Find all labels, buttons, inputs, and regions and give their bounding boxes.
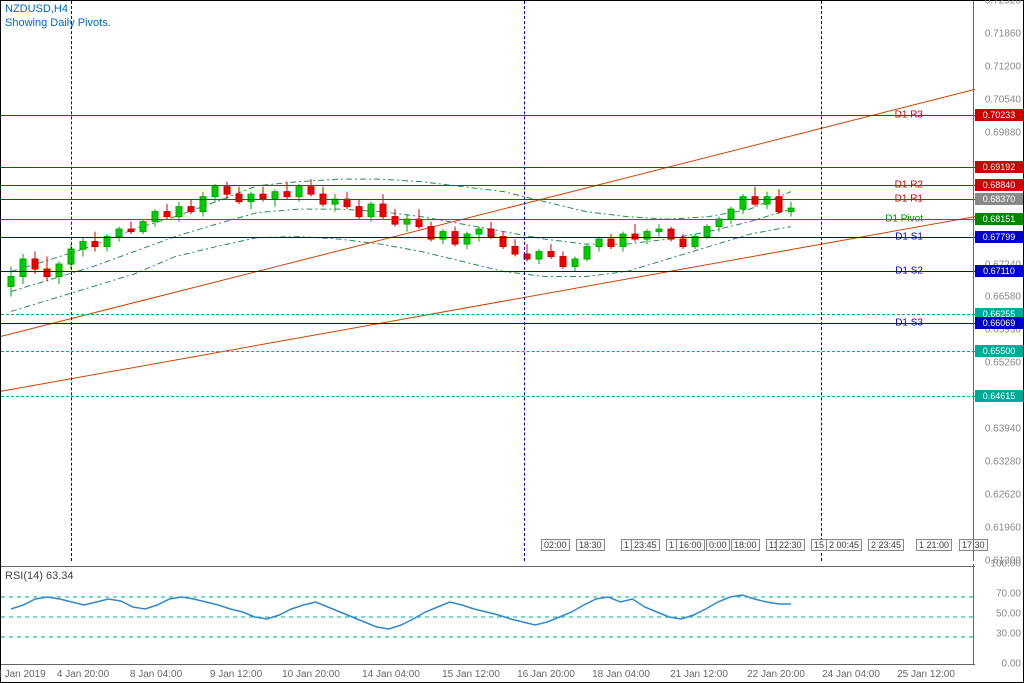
pivot-label-r2: D1 R2 [895, 179, 923, 190]
time-tag: 18:30 [576, 539, 605, 551]
y-tick-label: 0.65260 [985, 358, 1021, 369]
time-tag: 23:45 [631, 539, 660, 551]
pivot-label-s1: D1 S1 [895, 231, 923, 242]
time-tag: 16:00 [676, 539, 705, 551]
x-tick-label: 21 Jan 12:00 [670, 669, 728, 680]
price-tag-pivot: 0.68151 [975, 213, 1023, 225]
x-tick-label: 3 Jan 2019 [0, 669, 46, 680]
x-tick-label: 16 Jan 20:00 [517, 669, 575, 680]
vertical-divider [71, 1, 72, 561]
rsi-y-tick: 0.00 [1002, 659, 1021, 670]
price-tag-r2: 0.68840 [975, 179, 1023, 191]
rsi-chart[interactable]: RSI(14) 63.34 [1, 566, 975, 666]
time-tag: 2 23:45 [868, 539, 904, 551]
price-tag-r1: 0.68370 [975, 193, 1023, 205]
x-tick-label: 4 Jan 20:00 [57, 669, 109, 680]
pivot-label-r1: D1 R1 [895, 193, 923, 204]
x-tick-label: 24 Jan 04:00 [822, 669, 880, 680]
pivot-label-pivot: D1 Pivot [885, 214, 923, 225]
price-tag-s1: 0.67799 [975, 231, 1023, 243]
time-tag: 0:00 [706, 539, 730, 551]
pivot-label-r3: D1 R3 [895, 110, 923, 121]
time-tag: 18:00 [731, 539, 760, 551]
time-x-axis: 3 Jan 2019 4 Jan 20:00 8 Jan 04:00 9 Jan 12… [1, 664, 975, 682]
price-y-axis: 0.72520 0.71860 0.71200 0.70540 0.69880 0.691… [973, 1, 1023, 561]
vertical-divider [821, 1, 822, 561]
pivot-line-lvl_65500 [1, 351, 975, 352]
pivot-line-s3 [1, 323, 975, 324]
pivot-label-s3: D1 S3 [895, 317, 923, 328]
x-tick-label: 25 Jan 12:00 [897, 669, 955, 680]
price-tag-lvl_69192: 0.69192 [975, 161, 1023, 173]
x-tick-label: 10 Jan 20:00 [282, 669, 340, 680]
pivot-line-r2 [1, 185, 975, 186]
y-tick-label: 0.72520 [985, 0, 1021, 7]
price-tag-r3: 0.70233 [975, 109, 1023, 121]
pivot-line-lvl_66255 [1, 314, 975, 315]
pivot-line-s1 [1, 237, 975, 238]
y-tick-label: 0.62620 [985, 490, 1021, 501]
pivot-line-pivot [1, 219, 975, 220]
x-tick-label: 9 Jan 12:00 [210, 669, 262, 680]
x-tick-label: 18 Jan 04:00 [592, 669, 650, 680]
y-tick-label: 0.61960 [985, 523, 1021, 534]
price-tag-lvl_65500: 0.65500 [975, 345, 1023, 357]
pivot-line-r3 [1, 115, 975, 116]
pivot-line-lvl_69192 [1, 167, 975, 168]
y-tick-label: 0.70540 [985, 94, 1021, 105]
rsi-y-tick: 30.00 [996, 629, 1021, 640]
x-tick-label: 15 Jan 12:00 [442, 669, 500, 680]
x-tick-label: 14 Jan 04:00 [362, 669, 420, 680]
y-tick-label: 0.63280 [985, 457, 1021, 468]
price-chart[interactable]: NZDUSD,H4 Showing Daily Pivots. D1 R3D1 … [1, 1, 975, 561]
rsi-y-tick: 50.00 [996, 609, 1021, 620]
x-tick-label: 8 Jan 04:00 [130, 669, 182, 680]
y-tick-label: 0.71200 [985, 61, 1021, 72]
price-tag-s3: 0.66069 [975, 317, 1023, 329]
rsi-y-tick: 100.00 [990, 559, 1021, 570]
y-tick-label: 0.69880 [985, 127, 1021, 138]
price-tag-s2: 0.67110 [975, 265, 1023, 277]
pivot-line-s2 [1, 271, 975, 272]
y-tick-label: 0.63940 [985, 424, 1021, 435]
rsi-y-axis: 100.0070.0050.0030.000.00 [973, 564, 1023, 664]
vertical-divider [524, 1, 525, 561]
chart-container: NZDUSD,H4 Showing Daily Pivots. D1 R3D1 … [0, 0, 1024, 683]
time-tag: 02:00 [541, 539, 570, 551]
pivot-line-r1 [1, 199, 975, 200]
y-tick-label: 0.66580 [985, 292, 1021, 303]
pivot-line-lvl_64615 [1, 396, 975, 397]
rsi-y-tick: 70.00 [996, 589, 1021, 600]
price-tag-lvl_64615: 0.64615 [975, 390, 1023, 402]
time-tag: 22:30 [776, 539, 805, 551]
time-tag: 15 [811, 539, 827, 551]
time-tag: 1 21:00 [916, 539, 952, 551]
y-tick-label: 0.71860 [985, 28, 1021, 39]
price-chart-svg [1, 1, 975, 561]
time-tag: 2 00:45 [826, 539, 862, 551]
x-tick-label: 22 Jan 20:00 [747, 669, 805, 680]
rsi-svg [1, 567, 975, 667]
pivot-label-s2: D1 S2 [895, 266, 923, 277]
